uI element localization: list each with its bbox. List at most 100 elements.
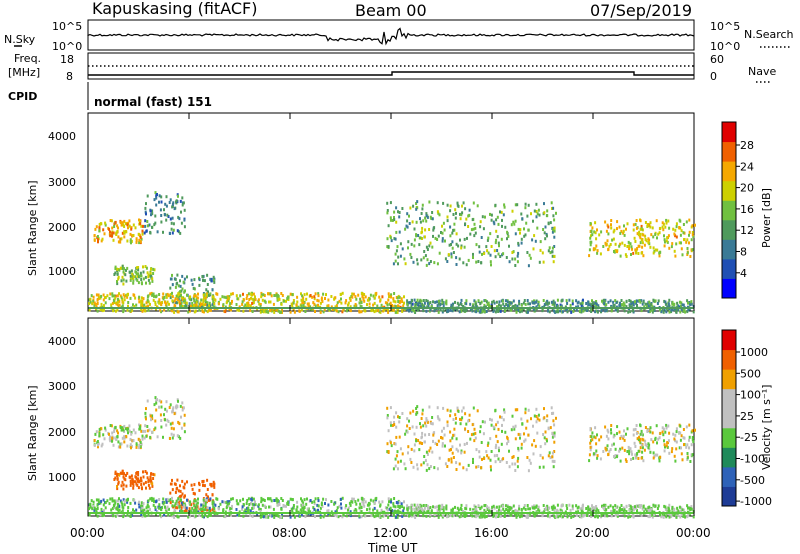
power-point — [533, 299, 535, 303]
power-point — [539, 240, 542, 244]
power-point — [250, 296, 252, 300]
velocity-point — [425, 468, 428, 472]
velocity-point — [536, 417, 539, 421]
power-point — [142, 277, 145, 281]
power-point — [381, 295, 384, 299]
velocity-point — [177, 435, 180, 439]
power-point — [490, 245, 493, 248]
velocity-point — [668, 515, 671, 519]
power-point — [216, 292, 219, 296]
velocity-point — [431, 422, 434, 426]
velocity-point — [553, 423, 556, 427]
velocity-point — [420, 463, 423, 467]
power-point — [535, 202, 538, 206]
velocity-point — [670, 515, 673, 519]
power-point — [190, 278, 193, 282]
velocity-point — [667, 439, 670, 443]
power-point — [116, 294, 119, 298]
power-point — [368, 297, 371, 301]
power-point — [480, 236, 483, 239]
velocity-point — [590, 515, 593, 518]
power-point — [123, 294, 126, 298]
velocity-point — [465, 507, 468, 511]
power-point — [152, 298, 155, 302]
velocity-point — [125, 484, 128, 488]
power-point — [149, 271, 152, 275]
velocity-point — [443, 433, 446, 437]
velocity-point — [680, 509, 682, 513]
velocity-point — [675, 440, 678, 444]
power-point — [156, 193, 158, 196]
power-point — [134, 296, 137, 300]
velocity-point — [191, 487, 194, 491]
power-point — [485, 310, 488, 313]
velocity-point — [632, 433, 635, 437]
power-point — [690, 302, 693, 306]
power-point — [605, 308, 608, 312]
power-point — [94, 227, 97, 231]
power-point — [462, 261, 465, 265]
power-point — [213, 305, 216, 309]
velocity-point — [516, 465, 519, 469]
power-point — [594, 231, 597, 235]
velocity-point — [391, 424, 394, 427]
power-point — [317, 292, 320, 296]
power-point — [670, 245, 673, 249]
velocity-point — [397, 460, 400, 464]
velocity-point — [527, 408, 530, 412]
velocity-point — [654, 438, 657, 441]
power-point — [452, 302, 454, 306]
power-point — [161, 301, 164, 304]
velocity-point — [132, 486, 135, 490]
velocity-point — [129, 501, 132, 505]
velocity-point — [680, 434, 683, 438]
power-point — [542, 260, 545, 264]
colorbar-segment — [722, 427, 736, 448]
velocity-point — [413, 503, 416, 507]
velocity-point — [531, 506, 534, 510]
power-point — [394, 259, 397, 263]
power-point — [479, 225, 482, 229]
velocity-point — [129, 443, 132, 447]
power-point — [519, 310, 521, 314]
power-point — [204, 303, 207, 307]
power-point — [425, 212, 428, 216]
power-point — [402, 304, 405, 308]
power-point — [200, 298, 203, 302]
power-point — [125, 268, 127, 272]
power-point — [269, 308, 272, 312]
power-point — [568, 298, 571, 302]
velocity-point — [623, 508, 626, 512]
velocity-point — [223, 500, 226, 504]
velocity-point — [517, 446, 520, 450]
power-point — [674, 254, 677, 258]
power-point — [450, 243, 452, 246]
velocity-point — [423, 440, 426, 444]
power-point — [151, 277, 154, 281]
velocity-point — [180, 501, 183, 505]
colorbar-segment — [722, 349, 736, 370]
velocity-point — [553, 450, 556, 453]
power-point — [548, 246, 551, 250]
power-point — [398, 215, 401, 219]
power-point — [591, 299, 593, 303]
power-point — [446, 219, 449, 223]
power-point — [449, 234, 452, 238]
power-point — [551, 302, 554, 306]
power-point — [300, 304, 303, 308]
power-point — [433, 226, 436, 230]
power-point — [641, 241, 644, 245]
velocity-point — [634, 445, 637, 448]
power-point — [392, 262, 395, 266]
power-point — [193, 278, 196, 282]
power-point — [422, 219, 425, 223]
power-point — [119, 240, 122, 244]
power-point — [160, 302, 163, 306]
power-point — [455, 308, 458, 312]
power-point — [424, 254, 427, 258]
velocity-point — [493, 506, 496, 510]
velocity-point — [137, 477, 140, 481]
velocity-point — [672, 508, 675, 512]
power-point — [119, 237, 122, 241]
power-point — [685, 240, 688, 244]
